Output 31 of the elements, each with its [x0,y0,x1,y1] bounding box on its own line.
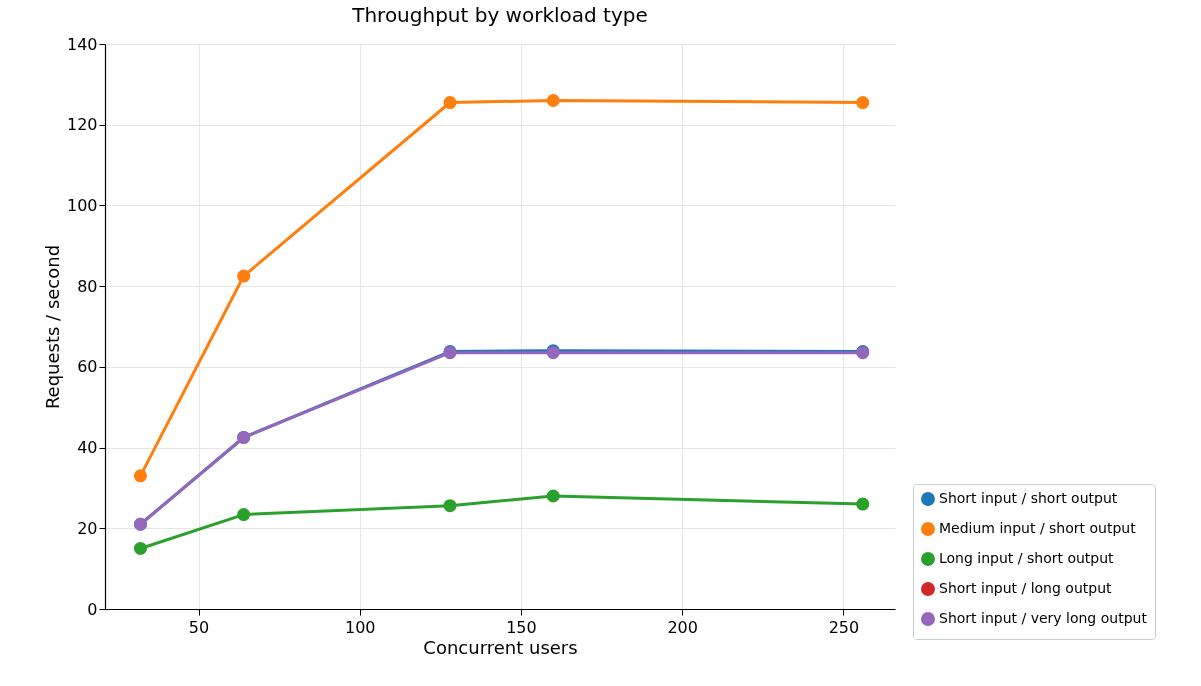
y-tick-label: 80 [77,276,98,296]
point [133,541,147,555]
point [443,499,457,513]
x-tick-label: 150 [506,617,537,637]
point [856,497,870,511]
point [856,96,870,110]
y-tick-label: 0 [87,599,98,619]
y-tick-label: 120 [66,115,98,135]
chart-title: Throughput by workload type [351,3,648,27]
point [237,269,251,283]
point [546,489,560,503]
point [546,93,560,108]
point [237,508,251,522]
legend-label: Long input / short output [939,550,1115,566]
x-tick-label: 250 [828,617,860,637]
y-tick-label: 60 [77,357,98,377]
legend-label: Medium input / short output [939,520,1137,536]
point [443,96,457,110]
x-axis-title: Concurrent users [423,636,578,658]
y-tick-label: 100 [66,195,98,215]
legend-label: Short input / long output [939,580,1112,596]
y-tick-label: 140 [66,34,98,54]
x-tick-label: 100 [344,617,376,637]
legend-label: Short input / short output [939,490,1118,506]
y-axis-title: Requests / second [41,244,63,410]
y-tick-label: 40 [77,438,98,458]
legend-label: Short input / very long output [939,610,1148,626]
point [133,469,147,483]
x-tick-label: 200 [667,617,698,637]
x-tick-label: 50 [188,617,210,637]
y-tick-label: 20 [77,518,98,538]
